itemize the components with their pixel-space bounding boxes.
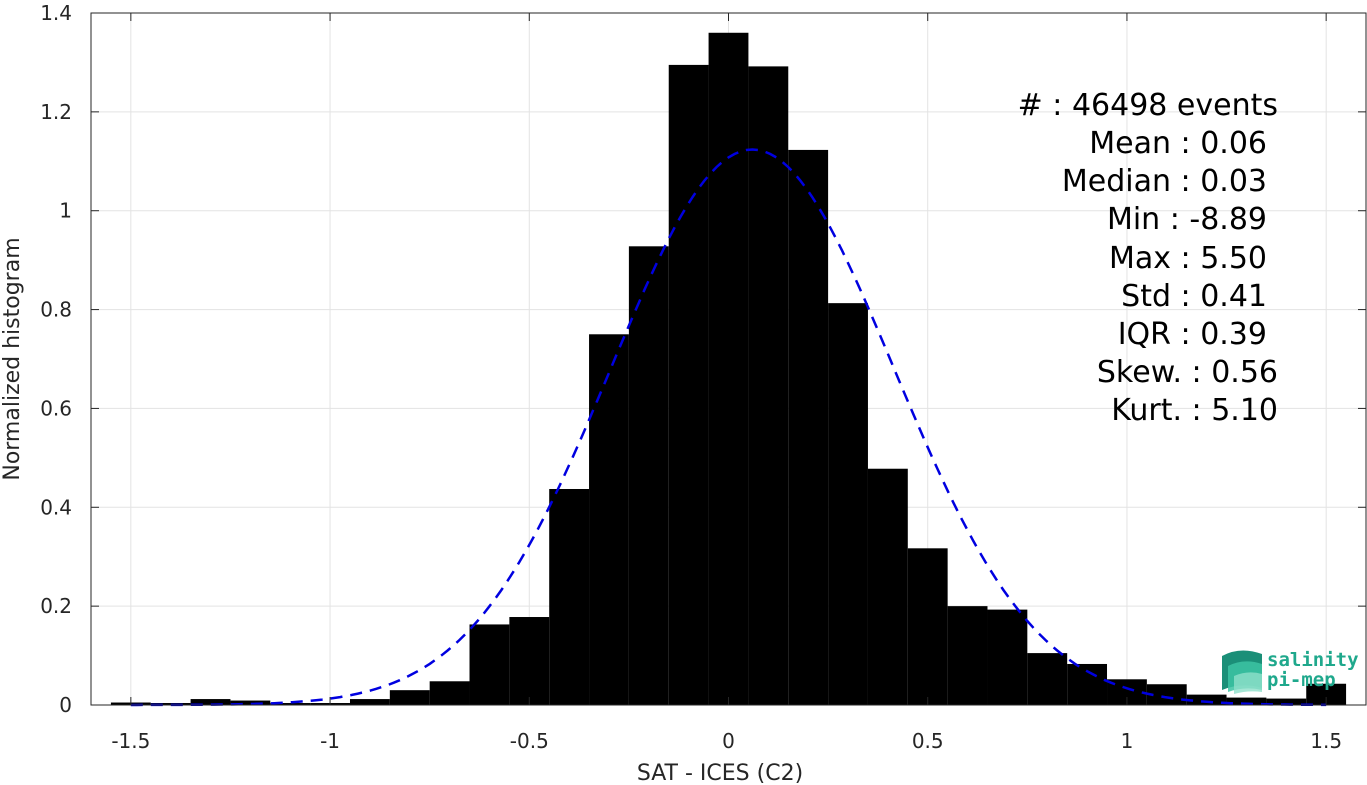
histogram-bar xyxy=(1306,683,1347,705)
histogram-bar xyxy=(708,32,749,706)
x-tick-label: -1 xyxy=(320,729,340,753)
stats-box: # : 46498 events Mean : 0.06 Median : 0.… xyxy=(1018,88,1278,428)
stats-mean: Mean : 0.06 xyxy=(1089,126,1267,161)
histogram-bar xyxy=(349,699,390,705)
x-tick-label: 0.5 xyxy=(912,729,944,753)
salinity-pimep-logo: salinity pi-mep xyxy=(1222,649,1359,694)
histogram-bar xyxy=(509,617,550,705)
histogram-bar xyxy=(748,66,789,705)
stats-median: Median : 0.03 xyxy=(1062,164,1267,199)
x-tick-label: -1.5 xyxy=(111,729,150,753)
stats-min: Min : -8.89 xyxy=(1107,202,1267,237)
histogram-bar xyxy=(947,606,988,705)
stats-kurt: Kurt. : 5.10 xyxy=(1111,393,1278,428)
logo-text-salinity: salinity xyxy=(1267,649,1359,671)
histogram-bar xyxy=(1146,684,1187,705)
x-tick-label: 0 xyxy=(722,729,735,753)
histogram-bar xyxy=(429,681,470,705)
stats-count: # : 46498 events xyxy=(1018,88,1278,123)
histogram-bar xyxy=(190,699,231,705)
stats-max: Max : 5.50 xyxy=(1109,241,1267,276)
histogram-bar xyxy=(1226,697,1267,705)
y-tick-labels: 0 0.2 0.4 0.6 0.8 1 1.2 1.4 xyxy=(40,1,72,717)
y-tick-label: 0.2 xyxy=(40,594,72,618)
y-tick-label: 0.4 xyxy=(40,495,72,519)
x-tick-label: 1 xyxy=(1121,729,1134,753)
histogram-bar xyxy=(389,690,430,705)
y-tick-label: 1.2 xyxy=(40,100,72,124)
y-axis-label: Normalized histogram xyxy=(0,237,25,480)
histogram-bar xyxy=(1186,694,1227,705)
histogram-bar xyxy=(150,703,191,705)
logo-text-pimep: pi-mep xyxy=(1267,669,1336,691)
histogram-bar xyxy=(628,246,669,705)
stats-iqr: IQR : 0.39 xyxy=(1118,317,1267,352)
axis-ticks xyxy=(91,12,1366,706)
y-tick-label: 1 xyxy=(59,199,72,223)
histogram-bar xyxy=(907,548,948,705)
x-axis-label: SAT - ICES (C2) xyxy=(637,761,803,785)
histogram-bars xyxy=(110,32,1347,706)
x-tick-label: -0.5 xyxy=(510,729,549,753)
histogram-bar xyxy=(867,468,908,705)
wave-logo-icon xyxy=(1222,650,1262,694)
histogram-bar xyxy=(668,64,709,705)
y-tick-label: 0.6 xyxy=(40,396,72,420)
histogram-bar xyxy=(987,609,1028,705)
histogram-bar xyxy=(270,703,311,705)
stats-std: Std : 0.41 xyxy=(1121,279,1267,314)
histogram-bar xyxy=(788,149,829,706)
histogram-bar xyxy=(549,488,590,705)
histogram-bar xyxy=(469,624,510,705)
stats-skew: Skew. : 0.56 xyxy=(1097,355,1278,390)
histogram-bar xyxy=(828,303,868,705)
normal-fit-curve xyxy=(130,148,1327,707)
histogram-bar xyxy=(230,700,271,705)
histogram-bar xyxy=(1027,653,1068,705)
y-tick-label: 1.4 xyxy=(40,1,72,25)
histogram-bar xyxy=(589,334,629,705)
x-tick-label: 1.5 xyxy=(1310,729,1342,753)
y-tick-label: 0.8 xyxy=(40,298,72,322)
histogram-bar xyxy=(1266,698,1307,705)
x-tick-labels: -1.5 -1 -0.5 0 0.5 1 1.5 xyxy=(111,729,1342,753)
y-tick-label: 0 xyxy=(59,693,72,717)
